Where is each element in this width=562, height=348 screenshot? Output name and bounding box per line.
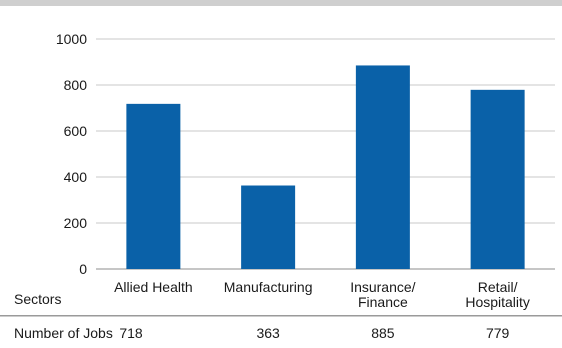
category-label: Insurance/ <box>350 279 415 295</box>
category-labels: Allied Health Manufacturing Insurance/Fina… <box>114 279 530 310</box>
bar <box>470 89 525 269</box>
y-tick-label: 200 <box>64 215 88 231</box>
table-row-values: 718 363 885 779 <box>119 325 509 341</box>
category-label: Hospitality <box>465 294 530 310</box>
bar <box>241 185 296 269</box>
category-label: Allied Health <box>114 279 193 295</box>
y-tick-label: 600 <box>64 123 88 139</box>
y-tick-label: 1000 <box>56 31 87 47</box>
table-divider <box>0 315 562 317</box>
table-row-label: Number of Jobs <box>14 325 113 341</box>
y-tick-label: 800 <box>64 77 88 93</box>
bar <box>355 65 410 269</box>
table-row-value: 885 <box>371 325 395 341</box>
table-row-value: 363 <box>256 325 280 341</box>
y-tick-label: 0 <box>79 261 87 277</box>
category-label: Manufacturing <box>224 279 313 295</box>
table-row-value: 779 <box>486 325 510 341</box>
top-rule <box>0 0 562 6</box>
category-label: Retail/ <box>478 279 518 295</box>
bar <box>126 103 181 269</box>
table-row-value: 718 <box>119 325 143 341</box>
y-tick-label: 400 <box>64 169 88 185</box>
bars <box>126 65 525 269</box>
x-axis-title: Sectors <box>14 291 61 307</box>
y-axis-tick-labels: 0 200 400 600 800 1000 <box>56 31 87 277</box>
category-label: Finance <box>358 294 408 310</box>
